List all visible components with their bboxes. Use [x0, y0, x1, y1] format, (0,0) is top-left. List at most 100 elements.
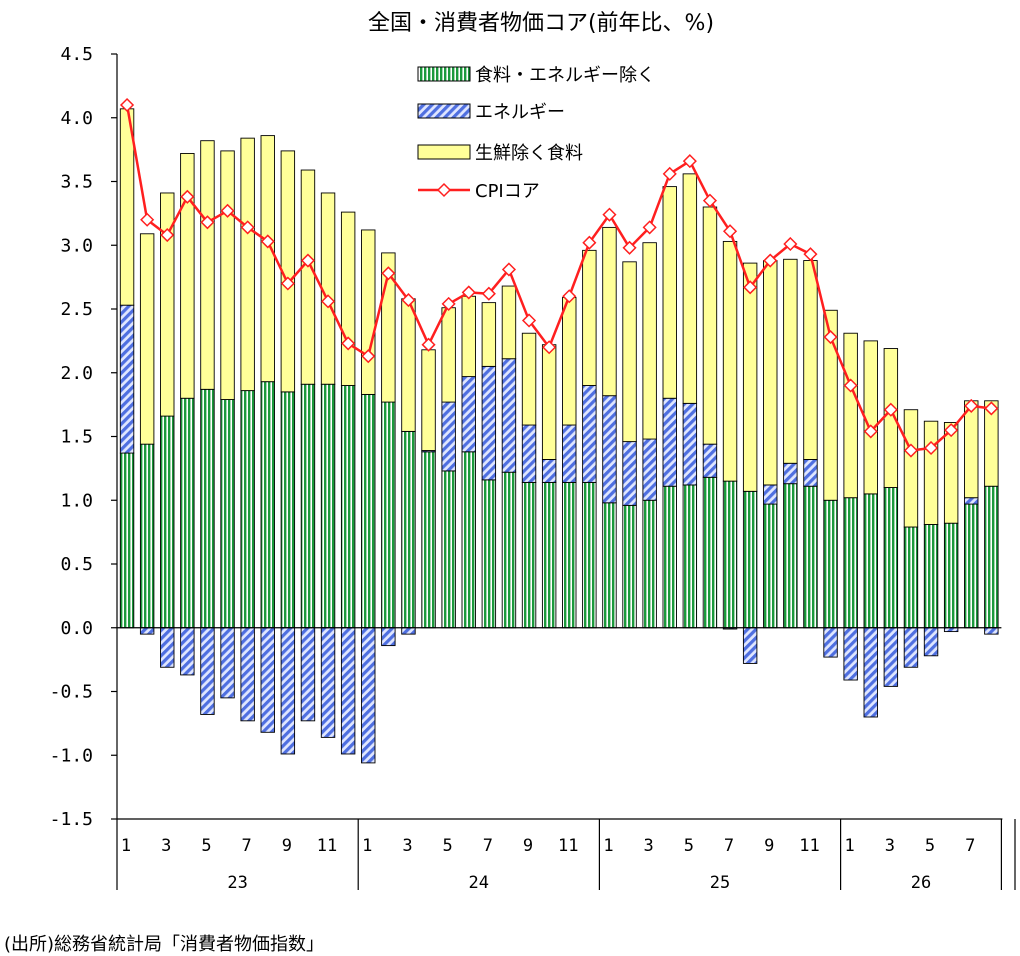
x-tick-label: 11 — [558, 836, 578, 856]
year-label: 23 — [227, 873, 247, 893]
source-note: (出所)総務省統計局「消費者物価指数」 — [4, 934, 325, 955]
legend-item-fresh-food: 生鮮除く食料 — [417, 143, 583, 164]
x-tick-label: 5 — [443, 836, 453, 856]
cpi-core-marker — [300, 253, 316, 268]
year-label: 24 — [469, 873, 489, 893]
bar-fresh-food — [702, 206, 718, 445]
legend-label-cpi-core: CPIコア — [475, 181, 540, 202]
bar-fresh-food — [582, 249, 597, 386]
bar-energy — [984, 627, 999, 635]
bar-energy — [300, 627, 316, 722]
bar-food-energy — [984, 485, 999, 629]
bar-energy — [119, 304, 135, 454]
bar-food-energy — [180, 397, 195, 629]
cpi-core-marker — [883, 402, 898, 417]
cpi-core-marker — [361, 349, 376, 364]
bar-food-energy — [763, 503, 778, 629]
bar-food-energy — [662, 485, 677, 629]
cpi-core-marker — [320, 294, 336, 309]
bar-energy — [582, 385, 597, 483]
bar-food-energy — [803, 485, 818, 629]
cpi-core-marker — [180, 189, 195, 204]
bar-energy — [340, 627, 356, 755]
bar-food-energy — [682, 484, 698, 629]
x-tick-label: 11 — [317, 836, 337, 856]
year-label: 25 — [710, 873, 730, 893]
bar-energy — [521, 424, 537, 483]
x-tick-label: 9 — [764, 836, 774, 856]
bar-energy — [139, 627, 155, 635]
bar-energy — [682, 402, 698, 486]
bar-energy — [622, 441, 637, 506]
cpi-core-marker — [160, 227, 175, 243]
bar-food-energy — [582, 481, 597, 629]
cpi-core-marker — [964, 398, 979, 413]
cpi-core-marker — [863, 424, 878, 439]
bar-energy — [803, 459, 818, 487]
bar-energy — [381, 627, 396, 647]
x-tick-label: 11 — [799, 836, 819, 856]
y-tick-label: -1.5 — [50, 809, 93, 830]
bar-fresh-food — [602, 226, 617, 397]
bar-food-energy — [702, 476, 718, 629]
cpi-core-marker — [763, 253, 778, 268]
bar-food-energy — [421, 451, 436, 629]
bar-fresh-food — [823, 309, 838, 501]
bar-food-energy — [300, 383, 316, 629]
bar-food-energy — [340, 385, 356, 629]
cpi-core-marker — [682, 154, 697, 169]
bar-fresh-food — [903, 409, 919, 528]
bar-food-energy — [401, 430, 416, 629]
bar-fresh-food — [943, 422, 959, 524]
y-axis: 4.5 4.0 3.5 3.0 2.5 2.0 1.5 1.0 0.5 0.0 -0.5 -1.0 -1… — [50, 44, 1002, 830]
bar-food-energy — [521, 481, 537, 629]
y-tick-label: -1.0 — [50, 745, 93, 766]
cpi-core-marker — [944, 423, 959, 438]
legend-item-food-energy: 食料・エネルギー除く — [417, 65, 655, 86]
bar-food-energy — [863, 493, 878, 629]
bar-food-energy — [903, 526, 919, 629]
cpi-core-marker — [441, 296, 456, 311]
cpi-core-marker — [582, 235, 597, 250]
bar-energy — [220, 627, 235, 699]
bar-fresh-food — [843, 332, 858, 499]
x-tick-label: 9 — [523, 836, 533, 856]
bar-energy — [240, 627, 255, 722]
bar-fresh-food — [642, 242, 657, 440]
bar-energy — [883, 627, 899, 687]
legend-label-food-energy: 食料・エネルギー除く — [475, 65, 655, 86]
bar-fresh-food — [421, 349, 436, 451]
x-tick-label: 9 — [282, 836, 292, 856]
bar-energy — [200, 627, 215, 715]
y-tick-label: 3.5 — [60, 172, 93, 193]
bar-fresh-food — [361, 229, 376, 395]
y-tick-label: -0.5 — [50, 682, 93, 703]
cpi-core-marker — [200, 215, 215, 230]
bar-food-energy — [280, 391, 296, 629]
year-label: 26 — [911, 873, 931, 893]
x-tick-label: 7 — [483, 836, 493, 856]
bar-fresh-food — [964, 400, 979, 499]
bar-fresh-food — [662, 186, 677, 399]
bar-food-energy — [742, 490, 758, 629]
y-tick-label: 0.0 — [60, 618, 93, 639]
bar-food-energy — [160, 415, 175, 629]
cpi-core-marker — [923, 440, 939, 456]
bar-energy — [742, 627, 758, 664]
bar-energy — [823, 627, 838, 658]
y-tick-label: 3.0 — [60, 235, 93, 256]
bar-fresh-food — [622, 261, 637, 443]
bar-energy — [783, 462, 798, 485]
bar-fresh-food — [340, 211, 356, 386]
x-tick-label: 3 — [885, 836, 895, 856]
cpi-core-marker — [542, 340, 557, 355]
x-tick-label: 5 — [201, 836, 211, 856]
cpi-core-marker — [702, 193, 718, 208]
bar-fresh-food — [160, 192, 175, 417]
x-tick-label: 1 — [121, 836, 131, 856]
bar-fresh-food — [763, 260, 778, 486]
bar-energy — [361, 627, 376, 764]
bar-energy — [501, 358, 517, 473]
cpi-core-marker — [642, 220, 657, 235]
x-tick-label: 7 — [965, 836, 975, 856]
